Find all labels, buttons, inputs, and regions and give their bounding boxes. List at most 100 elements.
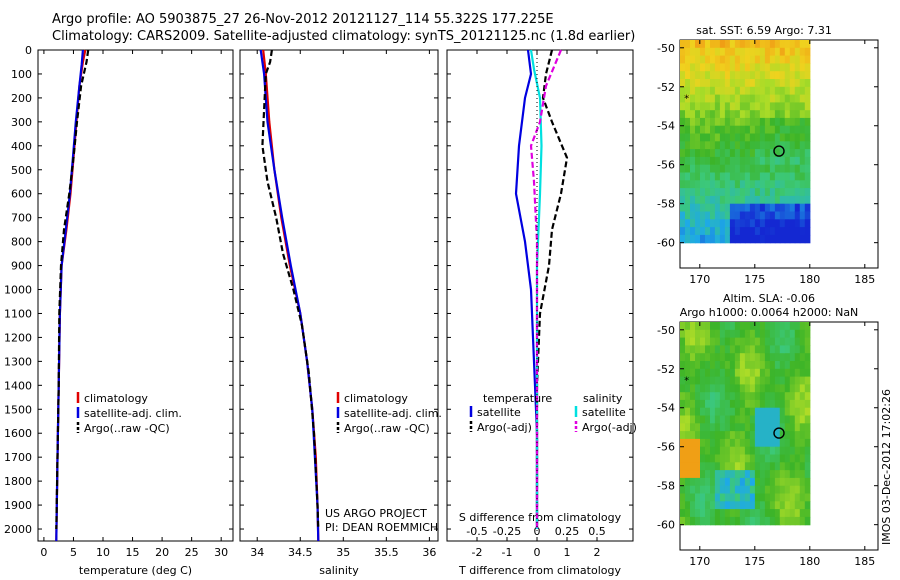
sla-map-cell [779,493,786,502]
sst-map-cell [784,234,791,244]
sla-map-cell [799,329,806,339]
sla-map-cell [719,438,726,448]
sla-map-cell [759,438,766,448]
sla-map-cell [710,353,716,362]
sst-map-cell [759,55,766,64]
sst-map-cell [779,141,786,150]
sla-map-cell [764,415,771,424]
sla-map-cell [784,438,791,448]
sla-map-cell [749,516,756,526]
sst-map-cell [749,117,756,127]
sst-map-cell [759,133,766,142]
sla-map-cell [794,353,801,362]
sla-map-cell [724,399,731,409]
sst-map-cell [700,133,706,142]
sst-map-cell [705,219,711,228]
sla-map-cell [685,376,691,385]
sla-map-cell [769,353,776,362]
sst-map-cell [779,94,786,103]
sla-map-cell [779,516,786,526]
sst-map-cell [789,203,796,213]
sst-map-cell [739,195,746,205]
sst-map-cell [759,63,766,72]
sla-map-star: * [684,375,689,386]
sla-map-cell [754,376,761,385]
sst-map-cell [764,172,771,181]
sla-map-cell [754,415,761,424]
sla-map-cell [724,353,731,362]
sst-map-cell [695,219,701,228]
sla-map-cell [690,399,696,409]
sla-map-cell [774,353,781,362]
sla-map-cell [729,438,736,448]
sst-map-cell [680,219,686,228]
sst-map-cell [695,125,701,135]
sla-map-cell [690,501,696,510]
sst-map-cell [749,94,756,103]
sst-map-cell [724,188,731,197]
sst-map-cell [799,79,806,88]
sla-map-cell [719,485,726,495]
sla-map-cell [789,399,796,409]
sst-map-cell [719,125,726,135]
sla-map-cell [724,337,731,346]
sla-map-cell [764,493,771,502]
sal-series-line [259,49,320,542]
sla-map-cell [759,399,766,409]
sla-map-cell [749,384,756,393]
sla-map-cell [789,470,796,479]
sst-map-cell [749,79,756,88]
sst-map-cell [769,156,776,166]
sst-map-cell [779,55,786,64]
sst-map-cell [759,203,766,213]
sst-map-cell [729,149,736,158]
sst-map-cell [764,164,771,174]
sla-map-cell [744,501,751,510]
sst-map-cell [690,156,696,166]
sst-map-cell [719,47,726,57]
sst-map-cell [764,188,771,197]
sla-map-cell [759,361,766,370]
sla-map-cell [789,345,796,354]
sst-map-cell [749,71,756,80]
sla-map-cell [804,454,811,463]
diff-series-line [535,49,569,529]
sst-map-cell [754,180,761,189]
sla-map-cell [710,361,716,370]
sst-map-cell [705,133,711,142]
sla-map-cell [799,470,806,479]
sla-map-cell [690,477,696,487]
sst-map-cell [690,117,696,127]
sst-map-cell [739,156,746,166]
sst-map-cell [729,203,736,213]
sst-map-cell [695,133,701,142]
sla-map-cell [695,501,701,510]
sst-map-cell [734,195,741,205]
sst-map-cell [799,195,806,205]
sst-map-cell [754,141,761,150]
sst-map-cell [724,180,731,189]
sst-map-cell [729,79,736,88]
sla-map-cell [749,462,756,471]
sst-map-cell [784,117,791,127]
sla-map-cell [719,493,726,502]
sst-map-cell [769,79,776,88]
diff-xtick-label: -1 [502,546,513,559]
sla-map-cell [710,384,716,393]
sla-map-cell [784,493,791,502]
sst-map-cell [769,219,776,228]
sst-map-cell [695,117,701,127]
sst-map-cell [739,110,746,119]
sst-map-cell [794,141,801,150]
sla-map-cell [714,485,721,495]
sla-map-cell [784,399,791,409]
sla-map-cell [744,438,751,448]
sst-map-cell [769,63,776,72]
sla-map-cell [769,384,776,393]
sla-map-cell [794,345,801,354]
sal-xlabel: salinity [319,564,359,577]
sst-map-cell [804,188,811,197]
sst-map-cell [789,86,796,96]
sla-map-cell [710,337,716,346]
sst-map-cell [794,203,801,213]
